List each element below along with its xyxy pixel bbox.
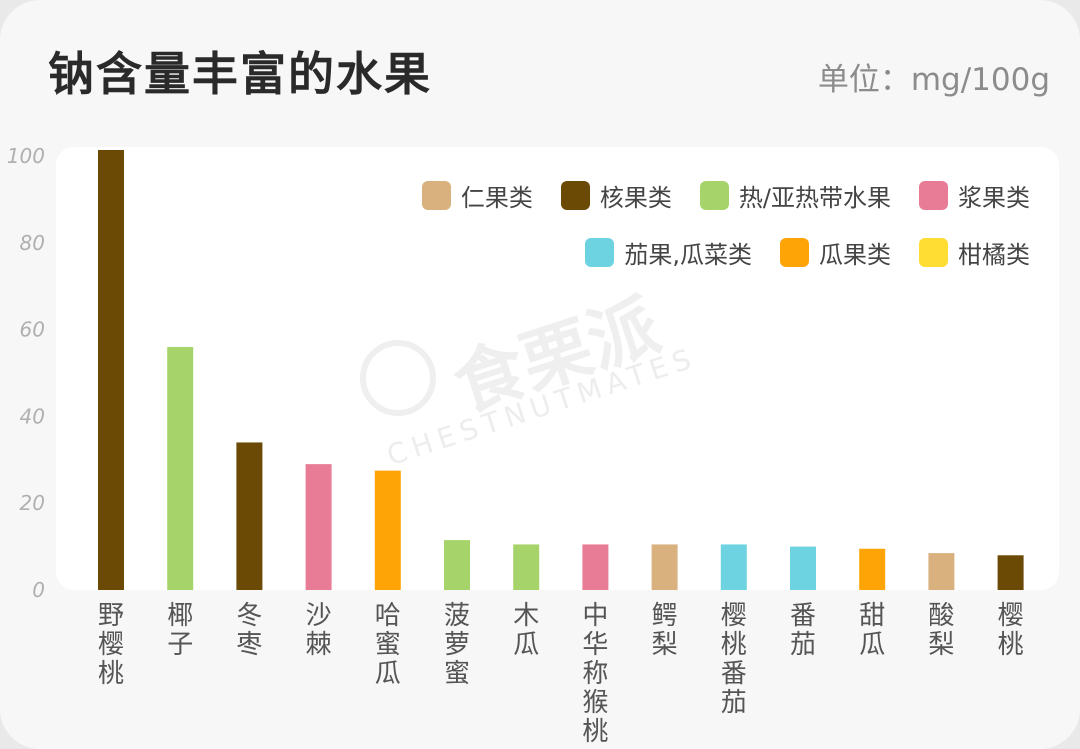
bar bbox=[582, 544, 609, 590]
bar bbox=[98, 150, 124, 590]
bar bbox=[928, 553, 955, 590]
legend-row-1: 仁果类 核果类 热/亚热带水果 浆果类 bbox=[330, 178, 1030, 213]
bar bbox=[305, 464, 332, 590]
legend-label: 仁果类 bbox=[460, 184, 533, 212]
x-tick-label: 中华称猴桃 bbox=[582, 601, 608, 747]
legend-swatch bbox=[699, 181, 729, 210]
legend-swatch bbox=[919, 238, 948, 267]
bar bbox=[859, 548, 886, 590]
x-tick-label: 哈蜜瓜 bbox=[375, 601, 401, 689]
bar bbox=[167, 346, 194, 590]
legend-swatch bbox=[585, 238, 615, 267]
x-tick-label: 甜瓜 bbox=[859, 601, 885, 660]
x-tick-label: 沙棘 bbox=[306, 601, 332, 660]
legend-row-2: 茄果,瓜菜类 瓜果类 柑橘类 bbox=[330, 235, 1030, 270]
plot-area bbox=[56, 147, 1059, 590]
legend-swatch bbox=[421, 181, 451, 210]
y-tick-label: 40 bbox=[20, 404, 45, 428]
legend-label: 茄果,瓜菜类 bbox=[624, 241, 752, 269]
legend-label: 瓜果类 bbox=[819, 241, 891, 269]
legend-item: 茄果,瓜菜类 bbox=[585, 235, 752, 270]
x-tick-label: 野樱桃 bbox=[98, 601, 124, 689]
x-tick-label: 冬枣 bbox=[236, 601, 262, 660]
legend-item: 热/亚热带水果 bbox=[699, 178, 891, 213]
legend-label: 核果类 bbox=[599, 184, 672, 212]
legend-item: 仁果类 bbox=[421, 178, 533, 213]
bar bbox=[720, 544, 747, 590]
bar bbox=[236, 442, 263, 590]
legend-label: 热/亚热带水果 bbox=[738, 184, 891, 212]
y-tick-label: 60 bbox=[20, 318, 45, 342]
bar bbox=[790, 546, 816, 590]
legend-item: 浆果类 bbox=[919, 178, 1030, 213]
legend-swatch bbox=[560, 181, 590, 210]
unit-label: 单位：mg/100g bbox=[817, 62, 1050, 98]
y-tick-label: 100 bbox=[7, 144, 45, 168]
legend-label: 柑橘类 bbox=[958, 241, 1030, 269]
x-tick-label: 樱桃 bbox=[998, 601, 1024, 660]
x-tick-label: 木瓜 bbox=[513, 601, 539, 660]
bar bbox=[374, 470, 401, 590]
legend-item: 核果类 bbox=[560, 178, 672, 213]
x-tick-label: 酸梨 bbox=[928, 601, 954, 660]
bar bbox=[651, 544, 678, 590]
legend-swatch bbox=[919, 181, 948, 210]
bar bbox=[513, 544, 540, 590]
bar bbox=[444, 540, 470, 590]
x-tick-label: 番茄 bbox=[790, 601, 816, 660]
y-tick-label: 80 bbox=[20, 231, 45, 255]
chart-title: 钠含量丰富的水果 bbox=[48, 47, 432, 101]
y-tick-label: 0 bbox=[32, 578, 45, 602]
x-tick-label: 椰子 bbox=[167, 601, 193, 660]
x-tick-label: 樱桃番茄 bbox=[721, 601, 747, 718]
legend-item: 瓜果类 bbox=[780, 235, 891, 270]
x-tick-label: 鳄梨 bbox=[652, 601, 678, 660]
y-tick-label: 20 bbox=[20, 491, 45, 515]
x-tick-label: 菠萝蜜 bbox=[444, 601, 470, 689]
legend-swatch bbox=[780, 238, 809, 267]
legend-item: 柑橘类 bbox=[919, 235, 1030, 270]
legend-label: 浆果类 bbox=[958, 184, 1030, 212]
bar bbox=[997, 555, 1024, 590]
legend: 仁果类 核果类 热/亚热带水果 浆果类 茄果,瓜菜类 瓜果类 柑橘类 bbox=[330, 178, 1030, 292]
